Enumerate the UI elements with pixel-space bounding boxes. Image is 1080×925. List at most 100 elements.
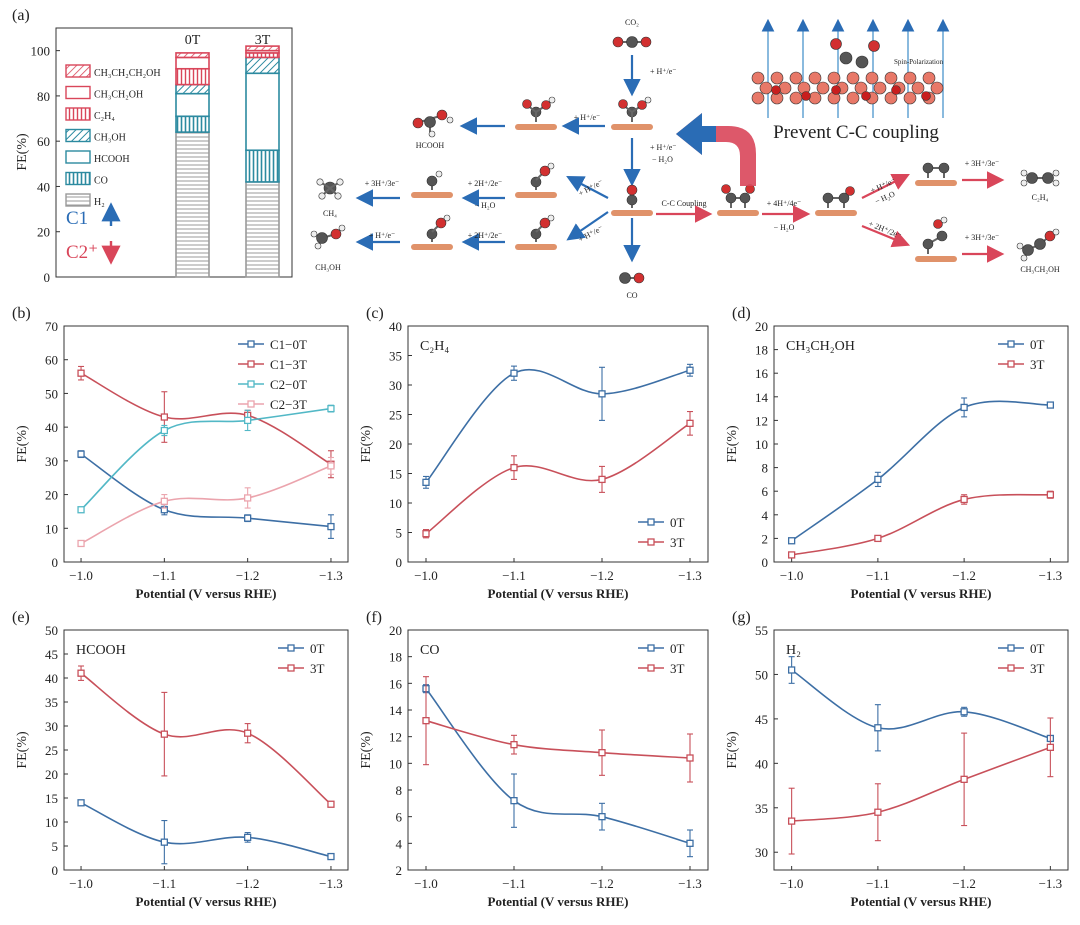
- legend-label: 3T: [670, 535, 685, 550]
- legend-label: 3T: [310, 661, 325, 676]
- scheme-label-step_3h: + 3H⁺/3e⁻: [365, 179, 400, 188]
- carbon-atom: [1022, 244, 1034, 256]
- y-tick-label: 50: [45, 623, 58, 638]
- legend-marker: [647, 518, 655, 526]
- x-tick-label: −1.1: [153, 568, 177, 583]
- cu-atom: [846, 71, 860, 85]
- y-tick-label: 10: [45, 815, 58, 830]
- panel-label-a: (a): [12, 7, 30, 24]
- data-point: [960, 708, 968, 716]
- legend-label: HCOOH: [94, 154, 130, 165]
- hydrogen-atom: [1052, 179, 1060, 187]
- dopant-atom: [771, 85, 781, 95]
- y-tick-label: 30: [45, 719, 58, 734]
- data-point: [686, 366, 694, 374]
- legend-label: CH₃OH: [94, 133, 126, 144]
- hydrogen-atom: [940, 216, 948, 224]
- carbon-atom: [626, 194, 638, 206]
- carbon-atom: [424, 116, 436, 128]
- data-point: [160, 413, 168, 421]
- x-tick-label: −1.0: [69, 876, 93, 891]
- cu-atom: [808, 71, 822, 85]
- data-point: [244, 416, 252, 425]
- legend-swatch: [65, 107, 91, 121]
- y-tick-label: 70: [45, 319, 58, 334]
- bar-segment: [245, 149, 280, 183]
- y-tick-label: 5: [396, 526, 403, 541]
- scheme-label-cc_coupling: C-C Coupling: [661, 199, 706, 208]
- data-point: [874, 808, 882, 816]
- cu-atom: [873, 81, 887, 95]
- data-point: [598, 813, 606, 821]
- bar-segment: [175, 92, 210, 118]
- hydrogen-atom: [310, 230, 318, 238]
- data-point: [77, 506, 85, 514]
- panel-a-ytick-label: 0: [44, 270, 51, 285]
- y-tick-label: 4: [762, 508, 769, 523]
- y-tick-label: 60: [45, 353, 58, 368]
- data-point: [686, 754, 694, 762]
- series-line: [80, 453, 332, 528]
- bar-segment: [245, 181, 280, 278]
- chart-title: CO: [420, 643, 439, 658]
- cu-surface-pad: [611, 124, 653, 130]
- y-tick-label: 20: [389, 623, 402, 638]
- series-line: [80, 802, 332, 858]
- y-tick-label: 14: [755, 390, 769, 405]
- oxygen-atom: [539, 217, 551, 229]
- cu-atom: [759, 81, 773, 95]
- x-tick-label: −1.0: [780, 568, 804, 583]
- legend-label: C1−0T: [270, 337, 307, 352]
- y-tick-label: 0: [52, 555, 59, 570]
- oxygen-atom: [1044, 230, 1056, 242]
- hydrogen-atom: [1052, 228, 1060, 236]
- hydrogen-atom: [428, 130, 436, 138]
- plot-frame: [407, 629, 709, 871]
- legend-swatch: [65, 128, 91, 143]
- hydrogen-atom: [334, 192, 342, 200]
- scheme-label-step_h1: + H⁺/e⁻: [650, 67, 677, 76]
- reaction-scheme: CO₂ + H⁺/e⁻ + H⁺/e⁻ − H₂O + H⁺/e⁻ HCOOH + H⁺/e…: [310, 12, 1060, 300]
- x-axis-label: Potential (V versus RHE): [851, 586, 992, 601]
- y-tick-label: 10: [389, 756, 402, 771]
- legend-label: CH₃CH₂OH: [94, 90, 143, 101]
- carbon-atom: [839, 51, 853, 65]
- cu-atom: [911, 81, 925, 95]
- oxygen-atom: [626, 184, 638, 196]
- legend-marker: [647, 664, 655, 672]
- oxygen-atom: [522, 99, 532, 109]
- hydrogen-atom: [547, 162, 555, 170]
- c2-label: C2⁺: [66, 242, 98, 263]
- scheme-label-step_diag_down: + H⁺/e⁻: [577, 224, 605, 244]
- carbon-atom: [922, 238, 934, 250]
- legend-marker: [247, 400, 255, 408]
- y-tick-label: 10: [755, 437, 768, 452]
- data-point: [160, 497, 168, 505]
- panel-label-f: (f): [366, 609, 382, 626]
- legend-marker: [647, 538, 655, 546]
- y-tick-label: 10: [45, 521, 58, 536]
- y-tick-label: 20: [389, 437, 402, 452]
- y-tick-label: 12: [755, 413, 768, 428]
- arrow-to-cc: [861, 174, 910, 199]
- cu-surface-pad: [411, 192, 453, 198]
- y-tick-label: 6: [396, 810, 403, 825]
- panel-e: (e) 0 5 10 15 20 25 30 35 40 45 50 −1.0 −1.1 −1.2 −1.3 P…: [12, 609, 349, 909]
- cu-atom: [903, 91, 917, 105]
- data-point: [77, 669, 85, 677]
- legend-label: 0T: [310, 641, 325, 656]
- x-tick-label: −1.1: [153, 876, 177, 891]
- data-point: [327, 522, 335, 531]
- panel-label-c: (c): [366, 305, 384, 322]
- scheme-label-hcooh: HCOOH: [416, 141, 445, 150]
- oxygen-atom: [612, 36, 624, 48]
- cu-atom: [884, 91, 898, 105]
- carbon-atom: [938, 162, 950, 174]
- legend-label: C2−3T: [270, 397, 307, 412]
- data-point: [327, 800, 335, 808]
- data-point: [77, 539, 85, 548]
- x-axis-label: Potential (V versus RHE): [136, 894, 277, 909]
- cu-atom: [922, 71, 936, 85]
